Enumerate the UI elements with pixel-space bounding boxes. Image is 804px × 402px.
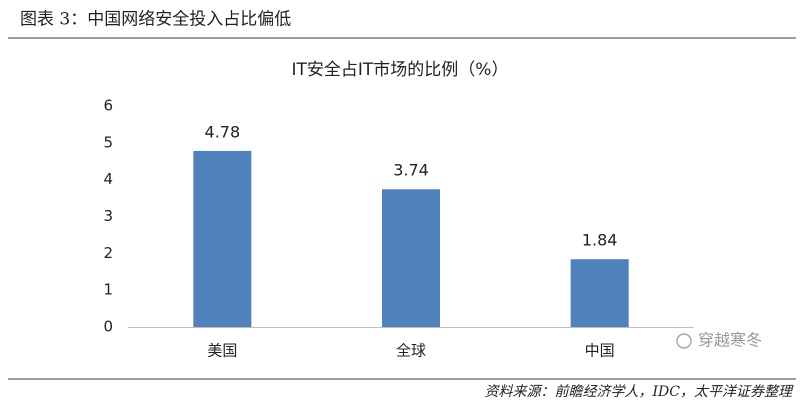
chart-title: IT安全占IT市场的比例（%） — [292, 60, 509, 80]
source: 资料来源：前瞻经济学人，IDC，太平洋证券整理 — [485, 384, 794, 400]
figure-title: 图表 3：中国网络安全投入占比偏低 — [20, 10, 291, 30]
bar — [193, 150, 252, 327]
y-tick-label: 1 — [103, 281, 113, 299]
x-tick-label: 中国 — [585, 342, 615, 360]
y-tick-label: 2 — [103, 244, 113, 262]
data-label: 1.84 — [582, 231, 618, 250]
y-tick-label: 5 — [103, 133, 113, 151]
bar — [382, 189, 440, 327]
y-tick-label: 3 — [103, 207, 113, 225]
data-label: 3.74 — [393, 161, 429, 180]
data-label: 4.78 — [205, 122, 241, 141]
x-tick-label: 全球 — [396, 342, 426, 360]
y-tick-label: 0 — [103, 318, 113, 336]
watermark-icon — [676, 333, 692, 349]
bar — [570, 259, 629, 327]
x-tick-label: 美国 — [207, 342, 237, 360]
y-tick-label: 6 — [103, 97, 113, 115]
watermark-text: 穿越寒冬 — [698, 331, 762, 350]
y-tick-label: 4 — [103, 170, 113, 188]
watermark: 穿越寒冬 — [676, 331, 762, 350]
